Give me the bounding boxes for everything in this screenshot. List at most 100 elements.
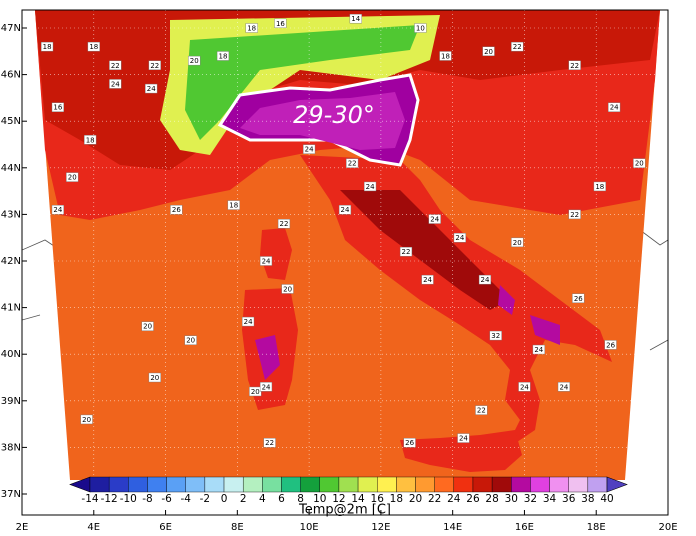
colorbar-segment [242, 476, 263, 493]
station-label: 18 [227, 200, 240, 210]
station-value: 18 [43, 43, 52, 51]
y-tick-label: 47N [1, 23, 21, 34]
colorbar-label: 8 [297, 493, 304, 505]
colorbar-label: -2 [200, 493, 210, 505]
station-box [349, 13, 362, 24]
station-value: 24 [455, 234, 464, 242]
station-label: 22 [399, 246, 413, 257]
colorbar-segment [568, 476, 589, 493]
frame [21, 9, 669, 516]
station-label: 20 [633, 158, 646, 168]
station-value: 24 [430, 216, 439, 224]
station-label: 14 [349, 13, 362, 24]
station-label: 16 [274, 18, 287, 29]
station-box [277, 219, 291, 229]
station-label: 24 [259, 382, 273, 392]
station-box [66, 172, 79, 182]
colorbar-segment [434, 476, 455, 493]
station-value: 22 [513, 43, 522, 51]
alps-cold [185, 25, 420, 140]
colorbar-title: Temp@2m [C] [298, 503, 391, 518]
colorbar-label: -6 [161, 493, 172, 505]
station-value: 20 [513, 239, 522, 247]
station-labels: 18 18222424222018181614101820222216182024… [41, 13, 646, 448]
station-label: 24 [421, 274, 434, 285]
station-box [259, 256, 273, 266]
y-tick-label: 40N [1, 349, 21, 360]
station-box [241, 316, 255, 327]
x-tick-label: 10E [300, 522, 319, 533]
station-box [604, 340, 617, 350]
station-value: 24 [366, 183, 375, 191]
station-box [593, 181, 606, 192]
colorbar-label: 32 [524, 493, 537, 505]
station-box [51, 205, 64, 215]
hot-patch [255, 335, 280, 380]
station-value: 16 [53, 104, 62, 112]
colorbar-segment [338, 476, 359, 493]
colorbar-segment [377, 476, 397, 493]
station-label: 18 [593, 181, 606, 192]
station-value: 22 [348, 160, 357, 168]
colorbar-segment [108, 476, 129, 493]
station-box [51, 102, 64, 112]
station-box [170, 205, 183, 215]
x-tick-label: 8E [231, 522, 244, 533]
station-value: 24 [559, 383, 568, 391]
station-value: 20 [251, 388, 260, 396]
colorbar-label: 26 [466, 493, 480, 505]
colorbar-label: -10 [120, 493, 137, 505]
colorbar-segment [147, 476, 167, 493]
colorbar-extend-high [606, 476, 628, 493]
colorbar-segment [166, 476, 186, 493]
colorbar-label: -4 [180, 493, 191, 505]
colorbar-segment [319, 476, 340, 493]
station-box [109, 60, 122, 70]
y-tick-label: 46N [1, 70, 21, 81]
station-value: 24 [262, 258, 271, 266]
station-value: 20 [186, 337, 195, 345]
station-value: 24 [341, 206, 350, 214]
station-value: 18 [595, 183, 604, 191]
station-label: 20 [482, 46, 495, 56]
station-box [216, 51, 230, 61]
colorbar-label: -8 [142, 493, 152, 505]
station-label: 26 [572, 293, 585, 303]
colorbar-label: 14 [351, 493, 365, 505]
station-label: 18 [84, 135, 97, 145]
station-box [572, 293, 585, 303]
peninsula [300, 155, 612, 450]
station-value: 18 [247, 25, 256, 33]
colorbar-label: 0 [221, 493, 228, 505]
station-box [259, 382, 273, 392]
y-tick-label: 42N [1, 256, 21, 267]
station-value: 26 [606, 341, 615, 349]
station-value: 24 [459, 435, 468, 443]
colorbar-label: 30 [505, 493, 518, 505]
hot-patch [530, 315, 560, 345]
station-value: 24 [610, 104, 619, 112]
station-label: 18 [216, 51, 230, 61]
station-label: 22 [277, 219, 291, 229]
station-box [453, 232, 466, 243]
x-tick-label: 12E [371, 522, 390, 533]
x-tick-label: 20E [658, 522, 677, 533]
station-value: 26 [405, 439, 414, 447]
colorbar-label: 38 [581, 493, 594, 505]
colorbar-segment [89, 476, 110, 493]
station-value: 24 [481, 276, 490, 284]
station-label: 22 [511, 41, 524, 52]
station-value: 20 [150, 374, 159, 382]
colorbar-label: 24 [447, 493, 461, 505]
station-label: 24 [557, 382, 571, 392]
station-box [403, 438, 416, 448]
station-label: 24 [532, 344, 545, 355]
station-value: 14 [351, 15, 360, 23]
colorbar-segment [281, 476, 301, 493]
station-box [184, 335, 197, 345]
colorbar: -14 -12 -10 -8 -6 -4 -2 0 2 4 6 8 10 12 14 16 18 20 22 24 26… [69, 476, 628, 505]
station-box [475, 405, 488, 415]
colorbar-segment [511, 476, 531, 493]
colorbar-segment [491, 476, 512, 493]
station-value: 18 [219, 52, 228, 60]
